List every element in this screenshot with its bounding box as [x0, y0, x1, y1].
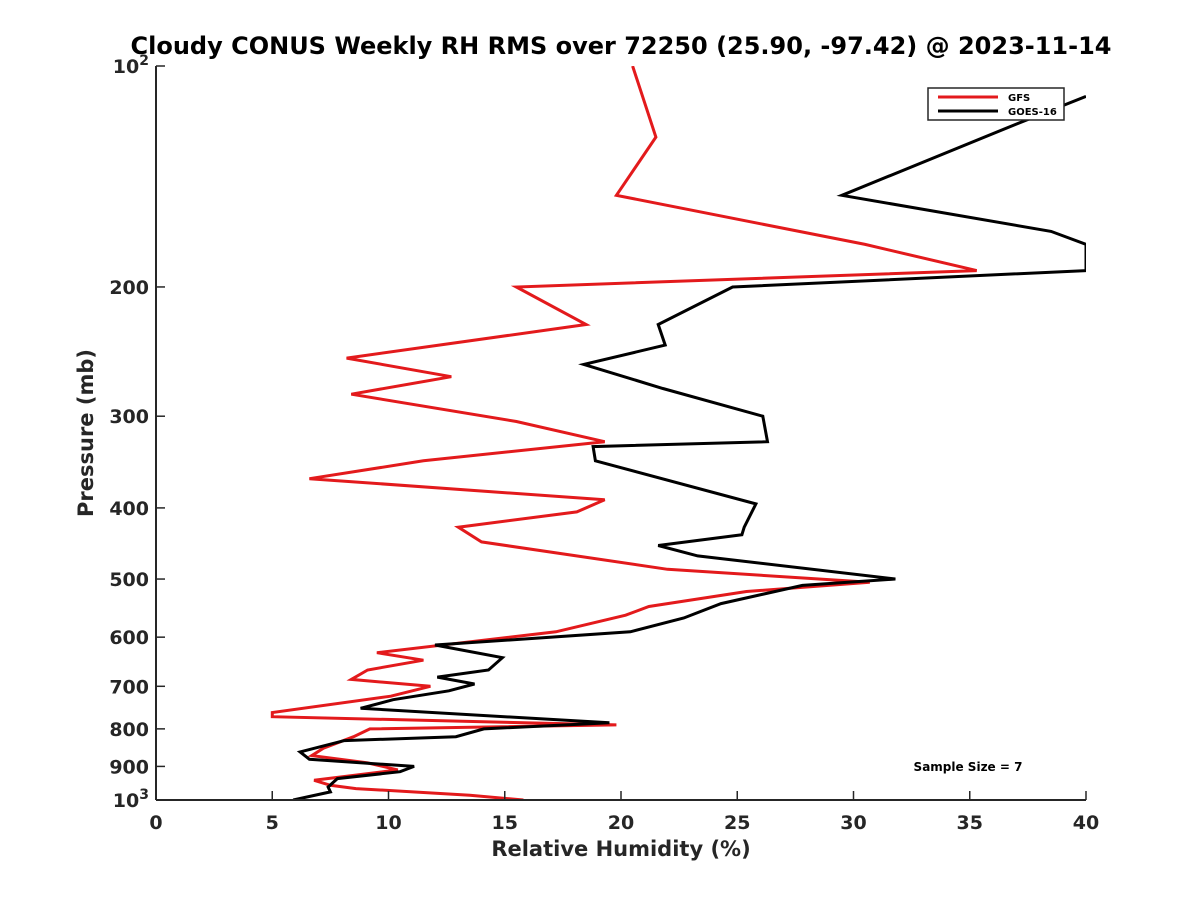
- x-tick-label: 30: [840, 812, 866, 834]
- y-axis-label: Pressure (mb): [74, 349, 98, 517]
- x-tick-label: 20: [608, 812, 634, 834]
- series-line-gfs: [270, 66, 978, 800]
- y-tick-label: 102: [113, 53, 149, 78]
- x-tick-label: 35: [957, 812, 983, 834]
- y-tick-label: 900: [109, 756, 149, 778]
- x-tick-label: 15: [492, 812, 518, 834]
- legend-label: GFS: [1008, 93, 1030, 104]
- legend-box: [927, 87, 1065, 121]
- sample-size-annotation: Sample Size = 7: [914, 760, 1023, 774]
- y-tick-exponent: 3: [139, 787, 149, 803]
- x-tick-label: 10: [375, 812, 401, 834]
- y-tick-exponent: 2: [139, 53, 149, 69]
- x-axis-label: Relative Humidity (%): [491, 837, 750, 861]
- x-tick-label: 40: [1073, 812, 1099, 834]
- y-tick-label: 400: [109, 498, 149, 520]
- plot-area: 0 5 10 15 20 25 30 35 40 102 200 300 400 500 600 700 800…: [109, 53, 1099, 834]
- chart-title: Cloudy CONUS Weekly RH RMS over 72250 (2…: [131, 32, 1112, 60]
- x-tick-label: 25: [724, 812, 750, 834]
- y-tick-label: 700: [109, 676, 149, 698]
- legend-label: GOES-16: [1008, 107, 1057, 118]
- y-tick-label: 200: [109, 277, 149, 299]
- x-tick-label: 5: [266, 812, 279, 834]
- x-tick-label: 0: [149, 812, 162, 834]
- y-tick-label: 103: [113, 787, 149, 812]
- y-tick-label: 600: [109, 627, 149, 649]
- y-tick-label: 300: [109, 406, 149, 428]
- y-tick-label: 800: [109, 719, 149, 741]
- series-line-goes-16: [292, 95, 1086, 800]
- y-tick-label: 500: [109, 569, 149, 591]
